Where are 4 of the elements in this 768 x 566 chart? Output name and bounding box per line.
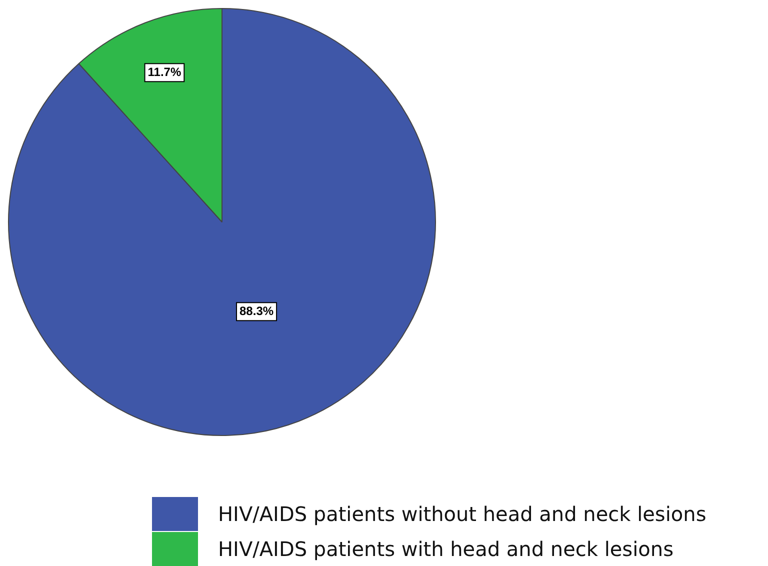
legend-label: HIV/AIDS patients without head and neck lesions [218,502,706,526]
data-label: 11.7% [148,64,182,79]
legend-label: HIV/AIDS patients with head and neck lesions [218,536,674,560]
data-label: 88.3% [240,304,274,318]
